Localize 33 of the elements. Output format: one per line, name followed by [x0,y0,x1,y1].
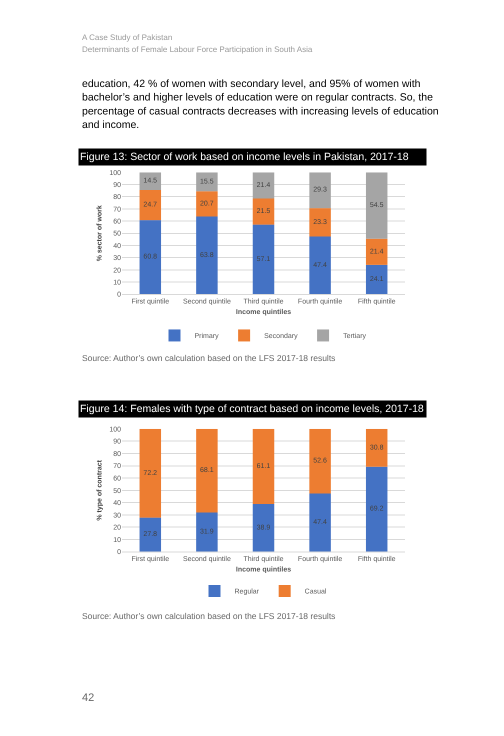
bar [196,216,218,294]
bar [140,220,162,294]
bar [252,428,274,504]
text: Determinants of Female Labour Force Participation in South Asia [82,45,313,54]
bar [366,172,388,239]
bar [309,494,331,552]
bar [366,238,388,265]
bar [366,264,388,294]
bar [140,428,162,518]
text: education, 42 % of women with secondary level, and 95% of women with bachelor’s and higher levels of education were on regular contracts. So, the percentage of casual contracts decreases with increasing levels of education and income. [82,78,439,131]
bar [252,224,274,294]
source-note: Source: Author’s own calculation based on the LFS 2017-18 results [82,353,336,363]
bar [196,172,218,192]
bar [309,208,331,236]
text: 42 [82,692,94,704]
chart-title: Figure 14: Females with type of contract based on income levels, 2017-18 [80,403,424,415]
source-note: Source: Author’s own calculation based on the LFS 2017-18 results [82,611,336,621]
bar [252,198,274,225]
bar [366,428,388,467]
bar [252,172,274,198]
text: A Case Study of Pakistan [82,33,172,42]
bar [196,191,218,216]
bar [196,428,218,513]
bar [140,190,162,220]
chart-title: Figure 13: Sector of work based on income levels in Pakistan, 2017-18 [80,151,409,163]
bar [252,504,274,552]
bar [196,512,218,552]
bar [309,172,331,208]
bar [309,428,331,494]
bar [366,466,388,552]
bar [140,172,162,190]
bar [140,518,162,552]
bar [309,236,331,294]
